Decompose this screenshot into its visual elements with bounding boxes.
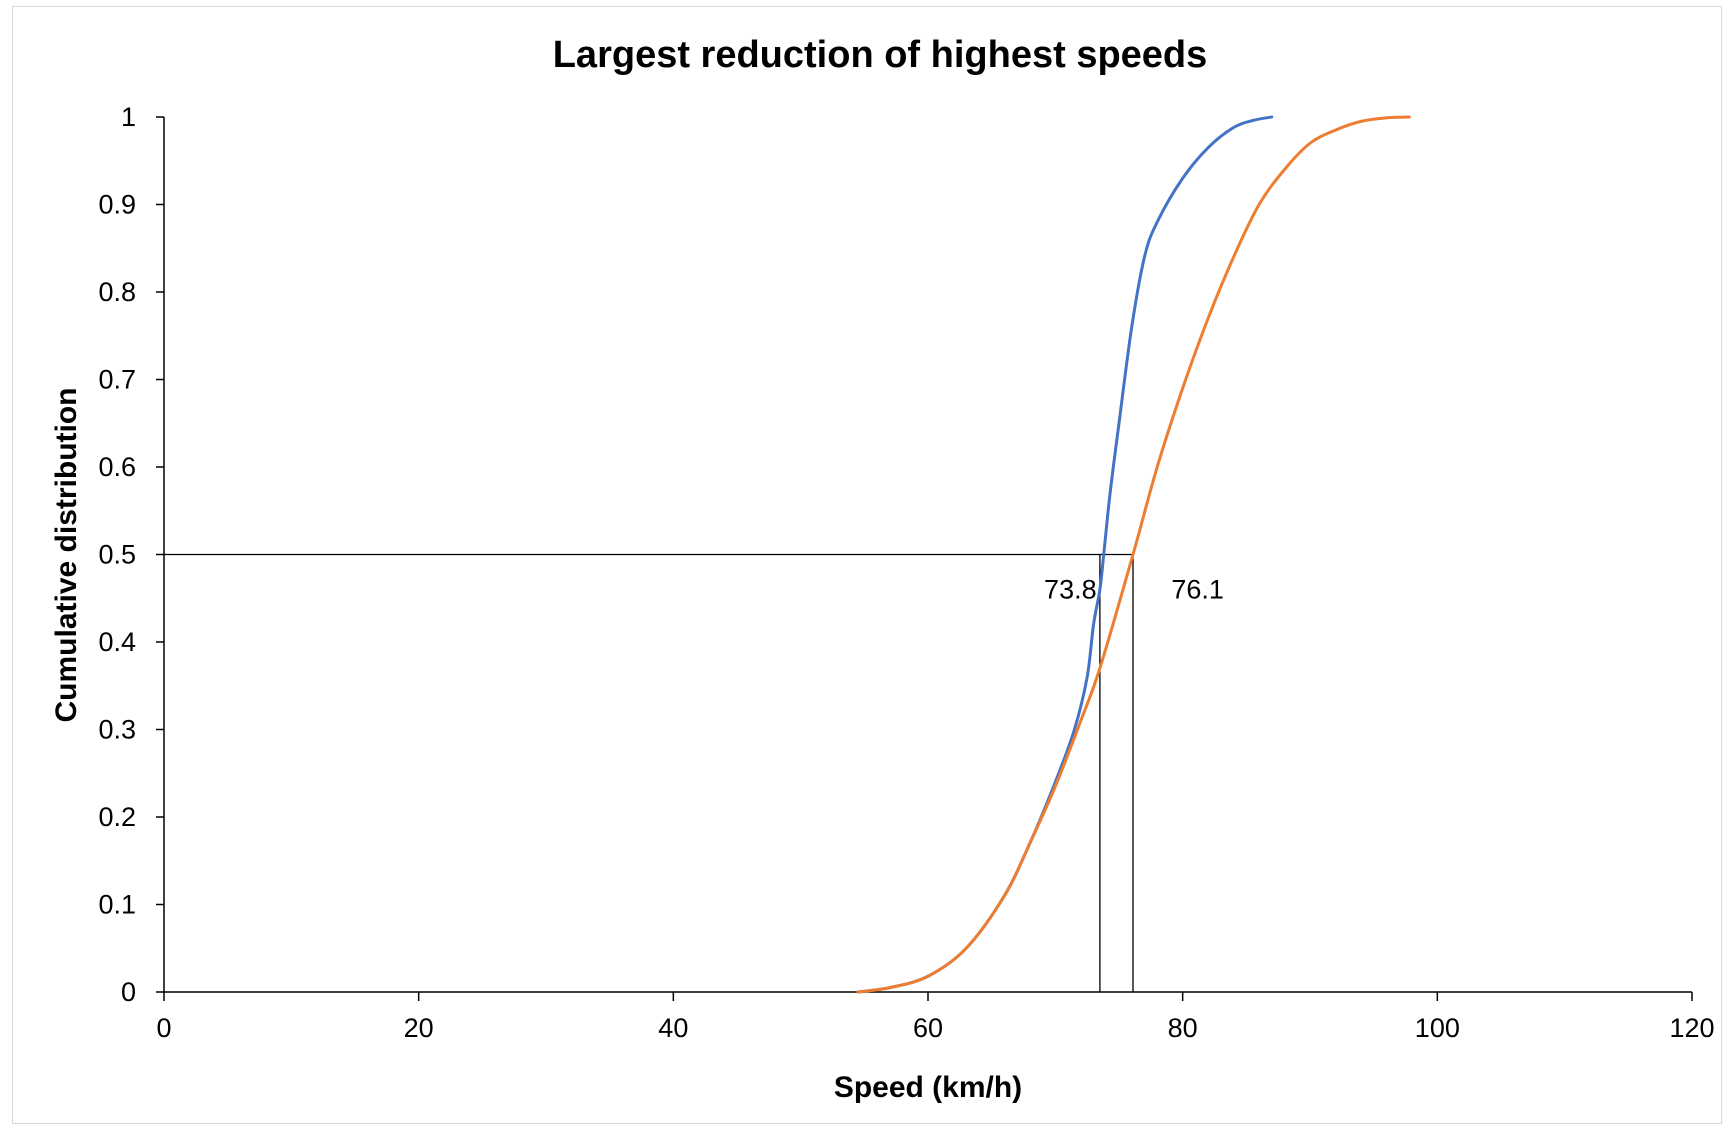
x-tick-label: 0: [156, 1013, 171, 1043]
annotation-label: 73.8: [1044, 575, 1097, 605]
annotations: 73.8 76.1: [1044, 575, 1224, 605]
x-tick-label: 40: [658, 1013, 688, 1043]
reference-lines: [164, 553, 1134, 992]
x-axis-title: Speed (km/h): [834, 1071, 1022, 1104]
x-tick-label: 80: [1168, 1013, 1198, 1043]
annotation-label: 76.1: [1171, 575, 1224, 605]
y-tick-label: 0.9: [98, 190, 136, 220]
y-tick-label: 0.2: [98, 802, 136, 832]
axes: 0 0.1 0.2 0.3 0.4 0.5 0.6 0.7 0.8 0.9 1 0 20 40 60 80 10…: [98, 102, 1714, 1043]
y-tick-label: 0.5: [98, 540, 136, 570]
y-tick-label: 0.1: [98, 890, 136, 920]
chart-frame: [12, 6, 1722, 1124]
y-tick-label: 0.7: [98, 365, 136, 395]
y-tick-label: 1: [121, 102, 136, 132]
series-lines: [856, 115, 1411, 994]
y-tick-label: 0: [121, 977, 136, 1007]
y-tick-label: 0.4: [98, 627, 136, 657]
x-tick-label: 60: [913, 1013, 943, 1043]
x-tick-label: 120: [1669, 1013, 1714, 1043]
y-tick-label: 0.6: [98, 452, 136, 482]
x-tick-label: 100: [1415, 1013, 1460, 1043]
y-axis-title: Cumulative distribution: [50, 387, 83, 722]
y-tick-label: 0.8: [98, 277, 136, 307]
series-line-2: [856, 115, 1411, 994]
x-tick-label: 20: [404, 1013, 434, 1043]
y-tick-label: 0.3: [98, 715, 136, 745]
chart-title: Largest reduction of highest speeds: [553, 34, 1208, 76]
